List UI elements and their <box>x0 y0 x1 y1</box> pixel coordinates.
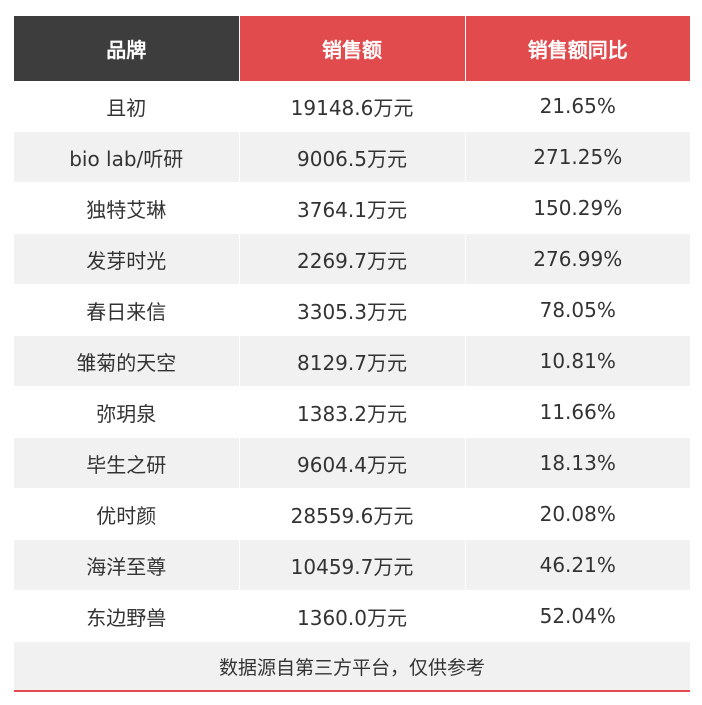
table-row: 海洋至尊 10459.7万元 46.21% <box>14 539 690 591</box>
header-sales-yoy: 销售额同比 <box>464 16 690 81</box>
table-row: 东边野兽 1360.0万元 52.04% <box>14 590 690 642</box>
yoy-cell: 78.05% <box>464 284 690 336</box>
table-row: 且初 19148.6万元 21.65% <box>14 81 690 132</box>
table-row: 优时颜 28559.6万元 20.08% <box>14 488 690 540</box>
brand-sales-table: 品牌 销售额 销售额同比 且初 19148.6万元 21.65% bio lab… <box>14 16 690 692</box>
sales-cell: 3764.1万元 <box>238 182 465 234</box>
yoy-cell: 271.25% <box>464 131 690 183</box>
sales-cell: 3305.3万元 <box>238 284 465 336</box>
brand-cell: 雏菊的天空 <box>14 335 239 387</box>
sales-cell: 19148.6万元 <box>238 81 465 132</box>
table-row: 毕生之研 9604.4万元 18.13% <box>14 437 690 489</box>
table-row: bio lab/听研 9006.5万元 271.25% <box>14 131 690 183</box>
brand-cell: 且初 <box>14 81 239 132</box>
table-row: 雏菊的天空 8129.7万元 10.81% <box>14 335 690 387</box>
yoy-cell: 10.81% <box>464 335 690 387</box>
sales-cell: 8129.7万元 <box>238 335 465 387</box>
data-source-footnote: 数据源自第三方平台，仅供参考 <box>14 641 690 692</box>
brand-cell: 海洋至尊 <box>14 539 239 591</box>
table-row: 发芽时光 2269.7万元 276.99% <box>14 233 690 285</box>
table-header-row: 品牌 销售额 销售额同比 <box>14 16 690 81</box>
yoy-cell: 46.21% <box>464 539 690 591</box>
sales-cell: 10459.7万元 <box>238 539 465 591</box>
yoy-cell: 150.29% <box>464 182 690 234</box>
header-sales: 销售额 <box>238 16 465 81</box>
sales-table-container: 品牌 销售额 销售额同比 且初 19148.6万元 21.65% bio lab… <box>14 16 690 692</box>
brand-cell: 弥玥泉 <box>14 386 239 438</box>
yoy-cell: 52.04% <box>464 590 690 642</box>
footnote-row: 数据源自第三方平台，仅供参考 <box>14 641 690 692</box>
sales-cell: 9604.4万元 <box>238 437 465 489</box>
brand-cell: 发芽时光 <box>14 233 239 285</box>
table-row: 弥玥泉 1383.2万元 11.66% <box>14 386 690 438</box>
brand-cell: 春日来信 <box>14 284 239 336</box>
brand-cell: 优时颜 <box>14 488 239 540</box>
table-row: 独特艾琳 3764.1万元 150.29% <box>14 182 690 234</box>
yoy-cell: 21.65% <box>464 81 690 132</box>
yoy-cell: 18.13% <box>464 437 690 489</box>
brand-cell: 东边野兽 <box>14 590 239 642</box>
sales-cell: 9006.5万元 <box>238 131 465 183</box>
yoy-cell: 20.08% <box>464 488 690 540</box>
table-row: 春日来信 3305.3万元 78.05% <box>14 284 690 336</box>
sales-cell: 28559.6万元 <box>238 488 465 540</box>
yoy-cell: 11.66% <box>464 386 690 438</box>
header-brand: 品牌 <box>14 16 239 81</box>
sales-cell: 2269.7万元 <box>238 233 465 285</box>
yoy-cell: 276.99% <box>464 233 690 285</box>
brand-cell: bio lab/听研 <box>14 131 239 183</box>
sales-cell: 1383.2万元 <box>238 386 465 438</box>
brand-cell: 毕生之研 <box>14 437 239 489</box>
brand-cell: 独特艾琳 <box>14 182 239 234</box>
sales-cell: 1360.0万元 <box>238 590 465 642</box>
